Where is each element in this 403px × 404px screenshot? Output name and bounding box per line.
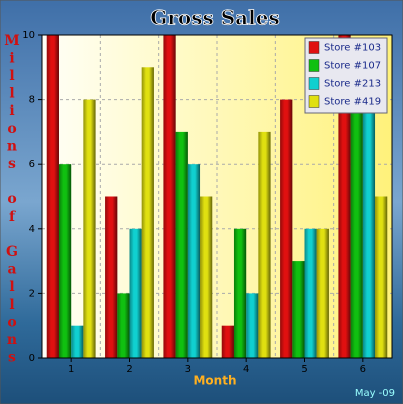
x-tick-label: 3 (185, 364, 191, 375)
y-tick-label: 6 (29, 159, 35, 170)
y-tick-label: 2 (29, 288, 35, 299)
x-tick-label: 5 (301, 364, 307, 375)
x-tick-label: 1 (68, 364, 74, 375)
bar-shading (163, 35, 176, 358)
bar-shading (46, 35, 59, 358)
y-tick-label: 10 (22, 30, 35, 41)
x-tick-label: 2 (126, 364, 132, 375)
legend-label: Store #107 (324, 61, 381, 72)
plot-frame (41, 34, 393, 359)
bar-shading (117, 293, 130, 358)
bar-shading (83, 99, 96, 358)
bar-shading (280, 99, 293, 358)
chart-title: Gross Sales (150, 6, 279, 30)
legend-label: Store #103 (324, 43, 381, 54)
bar-shading (175, 131, 188, 358)
bar-shading (141, 67, 154, 359)
bar-shading (200, 196, 213, 358)
bar-shading (187, 164, 201, 358)
bar-shading (350, 99, 363, 358)
bar-shading (362, 99, 376, 358)
legend-swatch (308, 77, 320, 90)
bar-shading (221, 325, 234, 358)
bar-shading (246, 293, 259, 358)
y-tick-label: 4 (29, 224, 35, 235)
x-tick-label: 6 (360, 364, 366, 375)
y-tick-label: 0 (29, 353, 35, 364)
bar-shading (258, 131, 271, 358)
legend-swatch (308, 95, 320, 108)
y-axis-label: Millions of Gallons (4, 33, 20, 367)
bar-shading (105, 196, 118, 358)
bar-shading (304, 228, 317, 358)
legend-label: Store #419 (324, 97, 381, 108)
legend-label: Store #213 (324, 79, 381, 90)
bar-shading (71, 325, 84, 358)
bar-shading (292, 261, 305, 358)
legend-swatch (308, 41, 320, 54)
footnote: May -09 (355, 388, 395, 399)
bar-shading (233, 228, 247, 358)
legend-swatch (308, 59, 320, 72)
bar-shading (129, 228, 142, 358)
bar-shading (338, 35, 351, 358)
bar-shading (375, 196, 388, 358)
x-axis-label: Month (193, 374, 236, 388)
x-tick-label: 4 (243, 364, 249, 375)
bar-shading (58, 164, 72, 358)
bar-shading (316, 228, 329, 358)
y-tick-label: 8 (29, 95, 35, 106)
